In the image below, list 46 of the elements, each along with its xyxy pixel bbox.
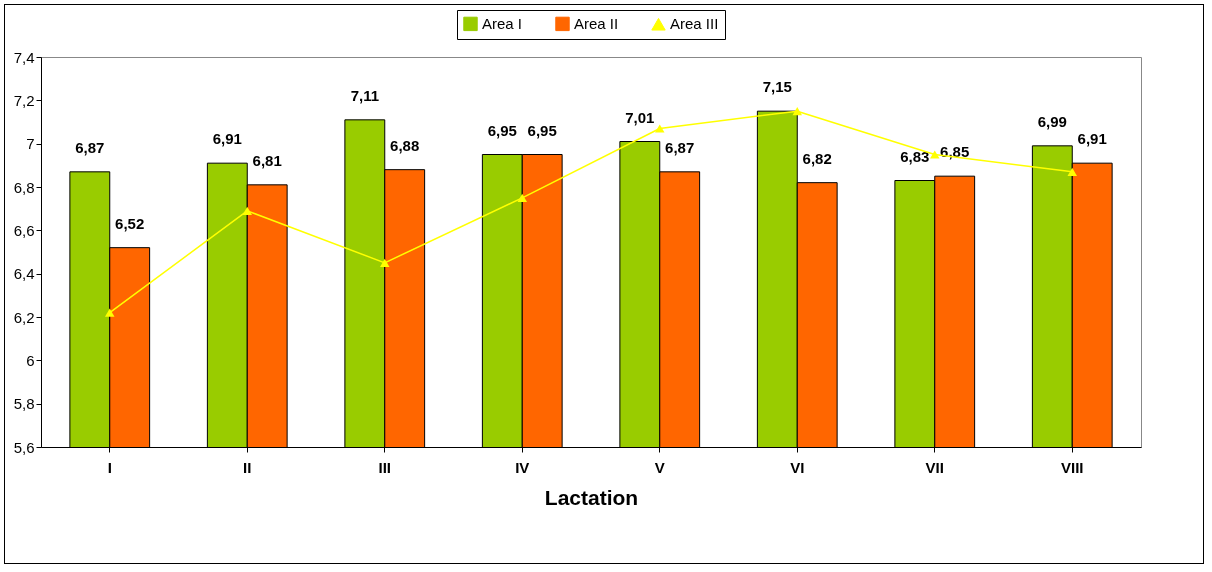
y-tick-label: 7	[26, 135, 35, 153]
x-tick-label: VIII	[1060, 458, 1084, 476]
data-label: 6,52	[115, 214, 145, 232]
point	[242, 206, 252, 215]
y-tick-label: 5,8	[13, 395, 35, 413]
y-tick-label: 6,8	[13, 178, 35, 196]
x-tick-label: VI	[790, 458, 805, 476]
x-axis-title: Lactation	[544, 485, 639, 509]
y-tick-label: 5,6	[13, 438, 35, 456]
data-label: 6,83	[900, 147, 930, 165]
data-label: 6,99	[1037, 112, 1067, 130]
data-label: 6,95	[527, 121, 557, 139]
y-tick-label: 6,6	[13, 221, 35, 239]
x-tick-label: I	[107, 458, 112, 476]
x-tick-label: IV	[515, 458, 530, 476]
y-tick-label: 7,2	[13, 91, 35, 109]
data-label: 6,81	[252, 151, 282, 169]
x-tick-label: III	[378, 458, 392, 476]
x-tick-label: II	[243, 458, 252, 476]
point	[1067, 167, 1077, 176]
legend-label: Area II	[574, 14, 619, 32]
y-tick-label: 7,4	[13, 48, 35, 66]
point	[930, 150, 940, 159]
legend-label: Area III	[670, 15, 719, 33]
data-label: 6,85	[940, 143, 970, 161]
data-label: 6,95	[487, 121, 517, 139]
y-tick-label: 6	[26, 351, 35, 369]
data-label: 6,87	[75, 138, 105, 156]
point	[380, 258, 390, 267]
x-tick-label: VII	[925, 458, 944, 476]
x-tick-label: V	[654, 458, 665, 476]
y-tick-label: 6,2	[13, 308, 35, 326]
legend-label: Area I	[482, 14, 523, 32]
data-label: 6,82	[802, 149, 832, 167]
point	[105, 308, 115, 317]
point	[655, 124, 665, 133]
point	[517, 193, 527, 202]
data-label: 7,15	[762, 78, 792, 96]
data-label: 7,01	[625, 108, 655, 126]
point	[792, 107, 802, 116]
y-tick-label: 6,4	[13, 265, 35, 283]
data-label: 6,87	[665, 138, 695, 156]
data-label: 6,91	[1077, 130, 1107, 148]
data-label: 6,91	[212, 130, 242, 148]
data-label: 6,88	[390, 136, 420, 154]
data-label: 7,11	[350, 86, 379, 104]
